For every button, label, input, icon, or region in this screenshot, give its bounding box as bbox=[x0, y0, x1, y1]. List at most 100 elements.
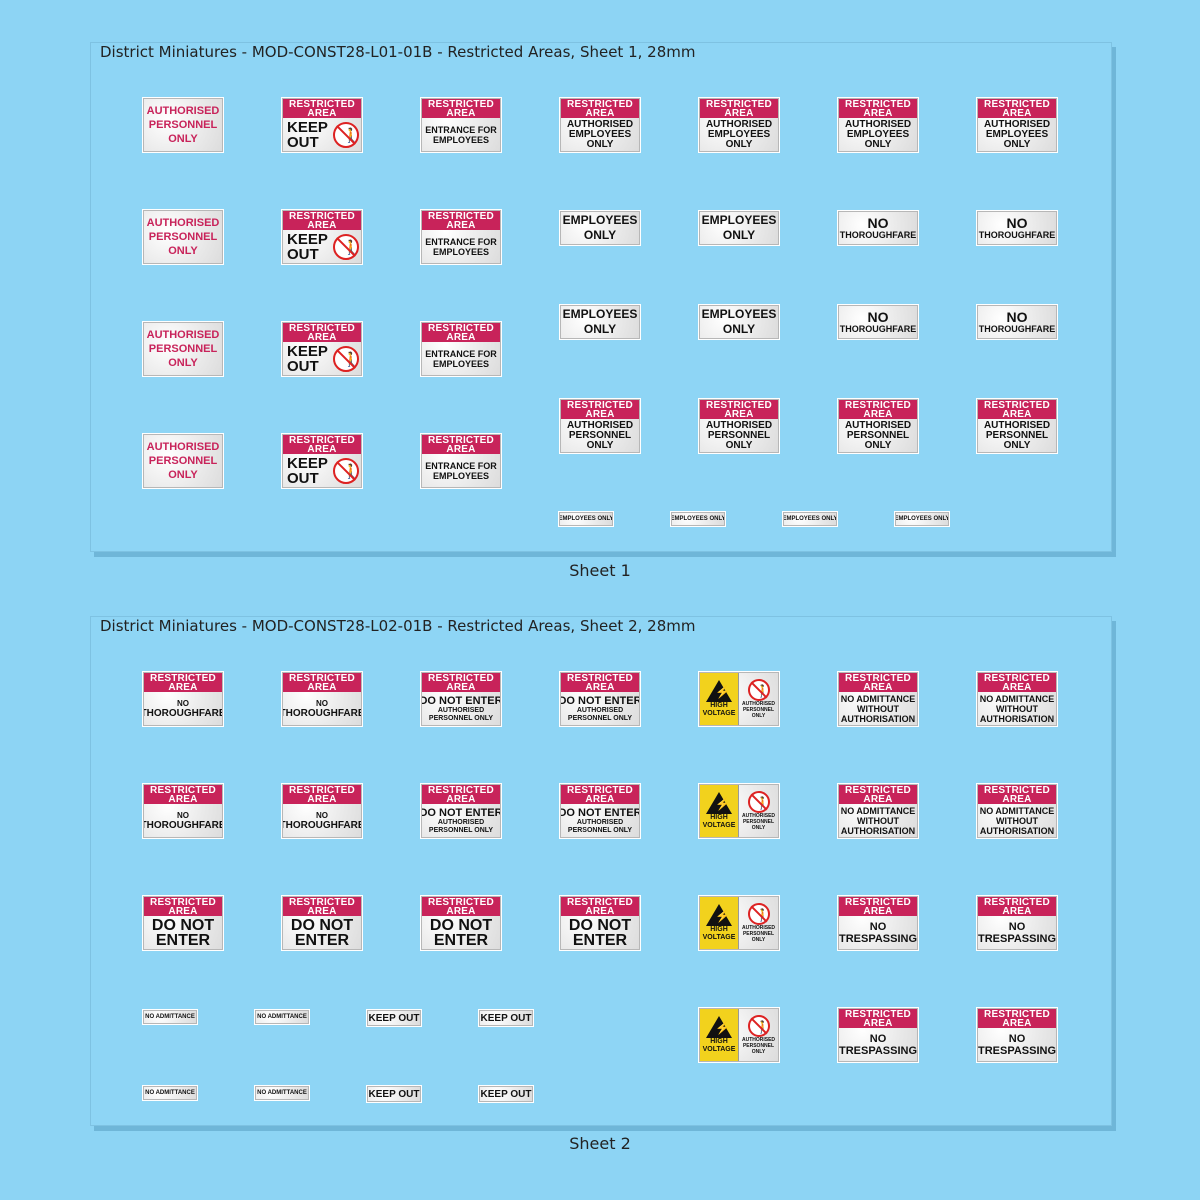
sign-dne: RESTRICTED AREA DO NOT ENTER AUTHORISED PERS… bbox=[420, 783, 502, 839]
restricted-area-header: RESTRICTED AREA bbox=[283, 673, 361, 693]
header-line: RESTRICTED bbox=[984, 673, 1050, 684]
high-voltage-panel: ⚡ HIGH VOLTAGE bbox=[700, 1009, 739, 1061]
restricted-area-header: RESTRICTED AREA bbox=[839, 673, 917, 693]
header-line: RESTRICTED bbox=[289, 323, 355, 334]
keep-out-words: KEEP OUT bbox=[287, 344, 328, 374]
restricted-area-header: RESTRICTED AREA bbox=[144, 897, 222, 917]
keep-out-words: KEEP OUT bbox=[287, 120, 328, 150]
sign-body: KEEP OUT 🚶 bbox=[283, 342, 361, 375]
sign-body: NO THOROUGHFARE bbox=[839, 212, 917, 244]
header-line: AREA bbox=[446, 682, 476, 693]
sign-keepsmall: KEEP OUT bbox=[478, 1009, 534, 1027]
sign-auth: AUTHORISED PERSONNEL ONLY bbox=[142, 97, 224, 153]
header-line: RESTRICTED bbox=[150, 673, 216, 684]
sign-text-line: PERSONNEL bbox=[568, 429, 632, 441]
high-voltage-panel: ⚡ HIGH VOLTAGE bbox=[700, 673, 739, 725]
header-line: RESTRICTED bbox=[150, 785, 216, 796]
sign-rnothr: RESTRICTED AREA NO THOROUGHFARE bbox=[281, 671, 363, 727]
sign-text-line: THOROUGHFARE bbox=[839, 230, 917, 240]
pedestrian-glyph: 🚶 bbox=[342, 126, 361, 143]
pedestrian-glyph: 🚶 bbox=[755, 908, 771, 922]
sign-text-line: DO NOT ENTER bbox=[560, 694, 640, 707]
sign-body: DO NOT ENTER bbox=[561, 916, 639, 949]
sign-authpers: RESTRICTED AREA AUTHORISED PERSONNEL ONLY bbox=[559, 398, 641, 454]
sign-hv: ⚡ HIGH VOLTAGE 🚶 AUTHORISED PERSONNEL ONLY bbox=[698, 895, 780, 951]
header-line: AREA bbox=[585, 682, 615, 693]
sign-text-line: NO ADMITTANCE bbox=[979, 693, 1055, 704]
sign-text-line: EMPLOYEES bbox=[562, 307, 638, 321]
sign-body: EMPLOYEES ONLY bbox=[561, 306, 639, 338]
header-line: AREA bbox=[585, 794, 615, 805]
sign-dnebig: RESTRICTED AREA DO NOT ENTER bbox=[559, 895, 641, 951]
sign-text-line: KEEP bbox=[287, 230, 328, 248]
restricted-area-header: RESTRICTED AREA bbox=[283, 785, 361, 805]
sign-body: DO NOT ENTER AUTHORISED PERSONNEL ONLY bbox=[561, 692, 639, 725]
header-line: AREA bbox=[168, 794, 198, 805]
sign-text-line: ONLY bbox=[168, 357, 198, 369]
keep-out-words: KEEP OUT bbox=[287, 456, 328, 486]
sign-text-line: EMPLOYEES bbox=[568, 128, 632, 140]
restricted-area-header: RESTRICTED AREA bbox=[422, 323, 500, 343]
sign-keep: RESTRICTED AREA KEEP OUT 🚶 bbox=[281, 433, 363, 489]
restricted-area-header: RESTRICTED AREA bbox=[839, 785, 917, 805]
restricted-area-header: RESTRICTED AREA bbox=[283, 435, 361, 455]
sign-notres: RESTRICTED AREA NO TRESPASSING bbox=[976, 1007, 1058, 1063]
header-line: AREA bbox=[307, 906, 337, 917]
sign-body: AUTHORISED PERSONNEL ONLY bbox=[144, 211, 222, 263]
header-line: RESTRICTED bbox=[289, 435, 355, 446]
sign-body: AUTHORISED PERSONNEL ONLY bbox=[144, 99, 222, 151]
sign-dne: RESTRICTED AREA DO NOT ENTER AUTHORISED PERS… bbox=[420, 671, 502, 727]
header-line: RESTRICTED bbox=[428, 323, 494, 334]
header-line: AREA bbox=[446, 794, 476, 805]
bolt-glyph: ⚡ bbox=[715, 797, 730, 811]
sign-emp: EMPLOYEES ONLY bbox=[559, 304, 641, 340]
sign-authpers: RESTRICTED AREA AUTHORISED PERSONNEL ONLY bbox=[698, 398, 780, 454]
header-line: AREA bbox=[724, 108, 754, 119]
header-line: RESTRICTED bbox=[567, 400, 633, 411]
sign-entr: RESTRICTED AREA ENTRANCE FOR EMPLOYEES bbox=[420, 97, 502, 153]
sign-text-line: PERSONNEL bbox=[148, 231, 218, 243]
restricted-area-header: RESTRICTED AREA bbox=[283, 211, 361, 231]
sheet-2-caption: Sheet 2 bbox=[569, 1134, 631, 1153]
sign-text-line: AUTHORISED bbox=[566, 118, 634, 130]
sign-body: NO ADMITTANCE WITHOUT AUTHORISATION bbox=[839, 804, 917, 837]
sign-text-line: TRESPASSING bbox=[977, 932, 1057, 945]
header-line: RESTRICTED bbox=[984, 785, 1050, 796]
sign-text-line: NO bbox=[316, 698, 328, 708]
sign-text-line: NO bbox=[869, 920, 887, 933]
hv-text-line: AUTHORISED bbox=[741, 701, 776, 707]
sign-dne: RESTRICTED AREA DO NOT ENTER AUTHORISED PERS… bbox=[559, 783, 641, 839]
restricted-area-header: RESTRICTED AREA bbox=[422, 785, 500, 805]
sign-text-line: WITHOUT bbox=[857, 815, 899, 826]
sign-keepsmall: KEEP OUT bbox=[478, 1085, 534, 1103]
sign-authemp: RESTRICTED AREA AUTHORISED EMPLOYEES ONLY bbox=[837, 97, 919, 153]
sign-body: NO THOROUGHFARE bbox=[978, 212, 1056, 244]
hv-text-line: HIGH bbox=[710, 814, 728, 821]
sign-text-line: EMPLOYEES bbox=[562, 213, 638, 227]
sign-notres: RESTRICTED AREA NO TRESPASSING bbox=[976, 895, 1058, 951]
header-line: RESTRICTED bbox=[984, 1009, 1050, 1020]
sign-text-line: ONLY bbox=[864, 138, 892, 150]
sign-text-line: ONLY bbox=[168, 469, 198, 481]
sign-noadmsmall: NO ADMITTANCE bbox=[142, 1009, 198, 1025]
header-line: AREA bbox=[863, 409, 893, 420]
authorised-panel: 🚶 AUTHORISED PERSONNEL ONLY bbox=[739, 673, 778, 725]
sign-text-line: EMPLOYEES bbox=[701, 213, 777, 227]
sign-text-line: ENTER bbox=[294, 931, 350, 949]
restricted-area-header: RESTRICTED AREA bbox=[839, 1009, 917, 1029]
sign-text-line: DO NOT bbox=[290, 916, 354, 934]
header-line: AREA bbox=[168, 682, 198, 693]
header-line: AREA bbox=[168, 906, 198, 917]
header-line: RESTRICTED bbox=[567, 897, 633, 908]
sign-text-line: THOROUGHFARE bbox=[839, 324, 917, 334]
header-line: RESTRICTED bbox=[150, 897, 216, 908]
sign-text-line: KEEP bbox=[287, 118, 328, 136]
restricted-area-header: RESTRICTED AREA bbox=[978, 400, 1056, 420]
restricted-area-header: RESTRICTED AREA bbox=[422, 435, 500, 455]
sign-text-line: NO ADMITTANCE bbox=[145, 1089, 195, 1096]
header-line: AREA bbox=[446, 906, 476, 917]
sign-body: AUTHORISED EMPLOYEES ONLY bbox=[839, 118, 917, 151]
sign-text-line: ENTER bbox=[433, 931, 489, 949]
sign-text-line: EMPLOYEES bbox=[432, 358, 489, 369]
sign-text-line: EMPLOYEES ONLY bbox=[895, 515, 949, 522]
